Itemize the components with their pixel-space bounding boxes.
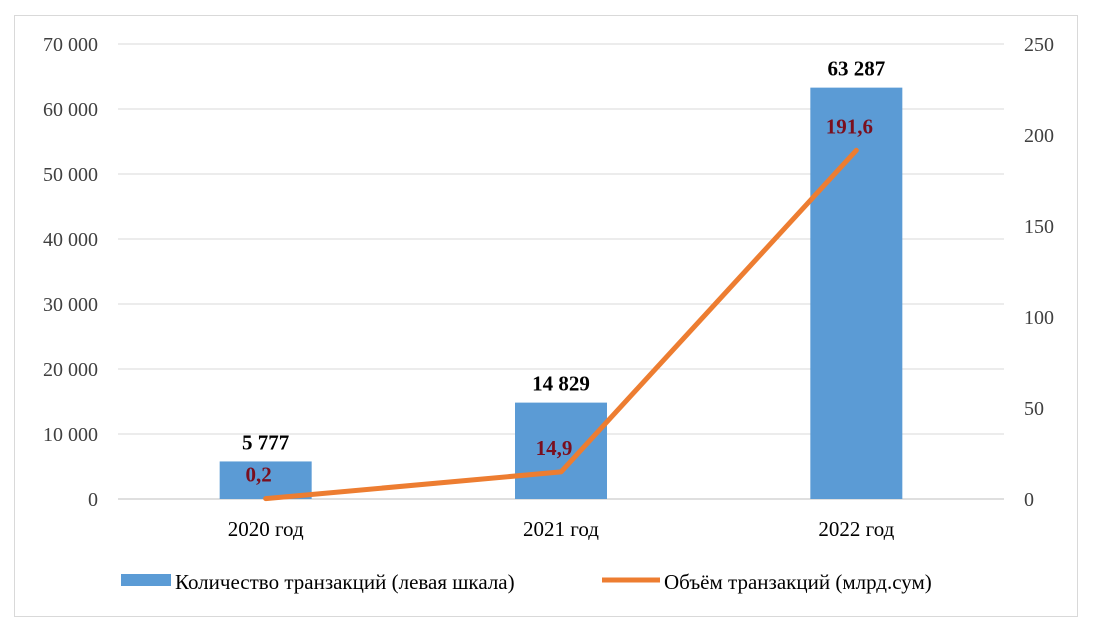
bar — [219, 461, 312, 499]
bar-value-label: 63 287 — [827, 57, 885, 81]
legend-swatch-bar — [121, 574, 171, 586]
line-data-labels: 0,2 14,9 191,6 — [246, 114, 873, 486]
bar-value-label: 5 777 — [242, 430, 289, 454]
left-tick-label: 50 000 — [43, 164, 98, 186]
bar-data-labels: 5 777 14 829 63 287 — [242, 57, 885, 455]
category-axis-labels: 2020 год 2021 год 2022 год — [228, 517, 895, 541]
right-axis-ticks: 0 50 100 150 200 250 — [1024, 34, 1054, 511]
left-tick-label: 10 000 — [43, 424, 98, 446]
bar — [515, 402, 607, 499]
legend-label-line: Объём транзакций (млрд.сум) — [664, 570, 932, 594]
left-tick-label: 0 — [88, 489, 98, 511]
right-tick-label: 0 — [1024, 489, 1034, 511]
category-label: 2020 год — [228, 517, 304, 541]
legend: Количество транзакций (левая шкала) Объём… — [121, 570, 932, 594]
right-tick-label: 200 — [1024, 125, 1054, 147]
right-tick-label: 250 — [1024, 34, 1054, 56]
line-value-label: 191,6 — [826, 114, 873, 138]
bar-value-label: 14 829 — [532, 372, 590, 396]
left-axis-ticks: 0 10 000 20 000 30 000 40 000 50 000 60 000 70 … — [43, 34, 98, 511]
left-tick-label: 60 000 — [43, 99, 98, 121]
left-tick-label: 20 000 — [43, 359, 98, 381]
legend-label-bar: Количество транзакций (левая шкала) — [175, 570, 515, 594]
bar-series — [219, 87, 903, 500]
right-tick-label: 50 — [1024, 398, 1044, 420]
left-tick-label: 70 000 — [43, 34, 98, 56]
right-tick-label: 150 — [1024, 216, 1054, 238]
line-value-label: 14,9 — [536, 436, 573, 460]
category-label: 2021 год — [523, 517, 599, 541]
left-tick-label: 30 000 — [43, 294, 98, 316]
category-label: 2022 год — [818, 517, 894, 541]
line-series — [263, 147, 859, 502]
right-tick-label: 100 — [1024, 307, 1054, 329]
left-tick-label: 40 000 — [43, 229, 98, 251]
bar — [810, 87, 903, 500]
line-value-label: 0,2 — [246, 463, 272, 487]
